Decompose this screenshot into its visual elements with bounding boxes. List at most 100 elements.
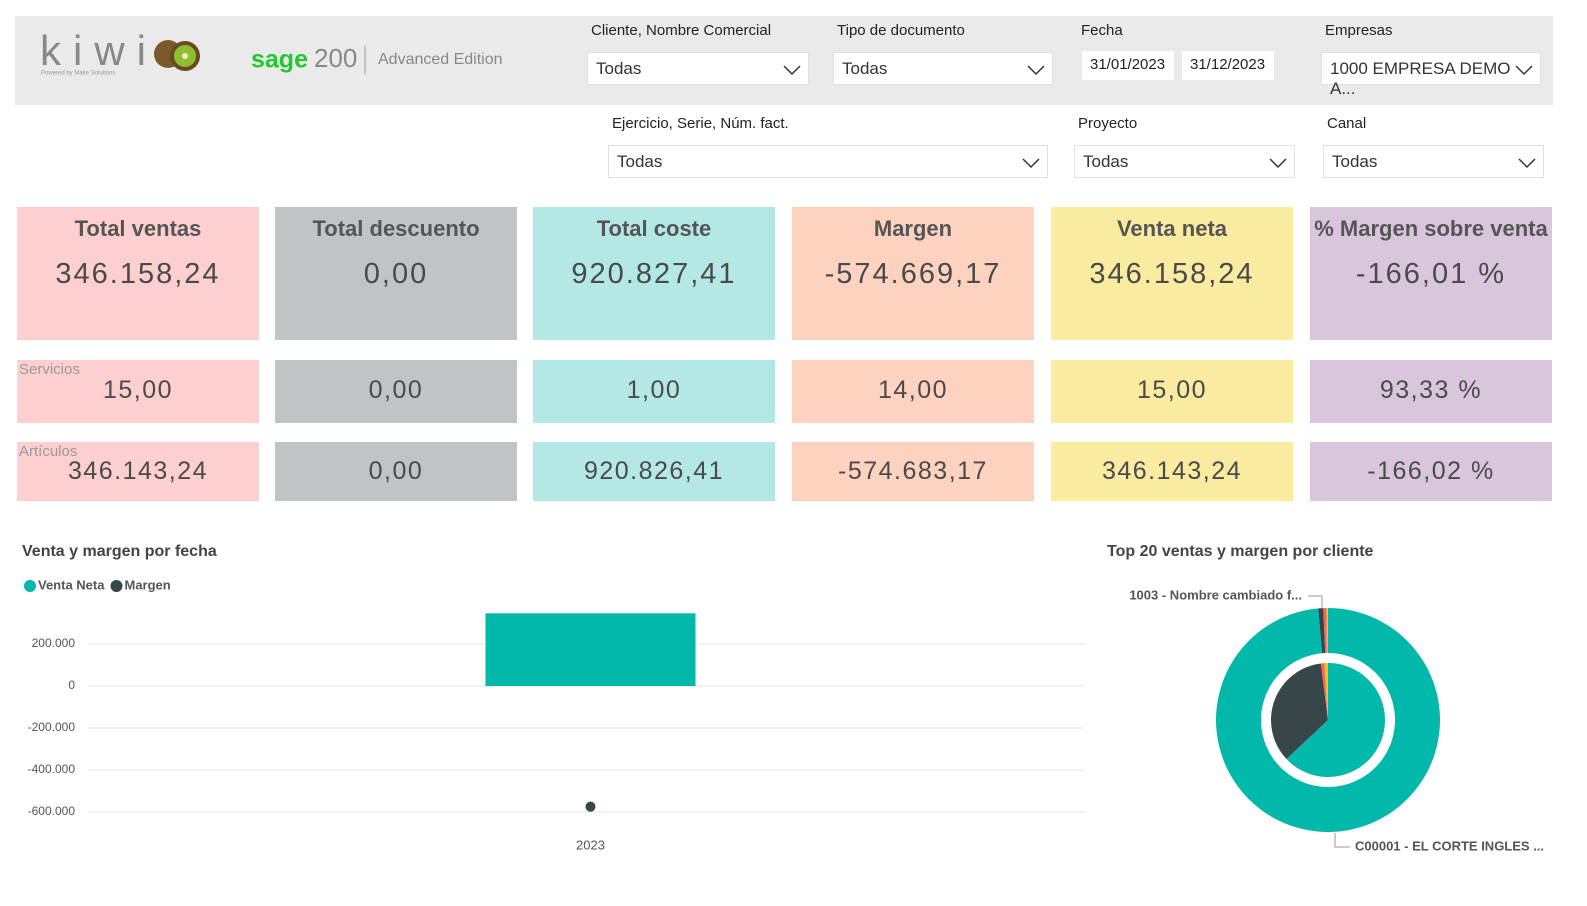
kpi-row-value: 346.143,24 [1101, 457, 1243, 485]
tagline: Powered by Make Solutions [41, 71, 115, 77]
line-point [585, 801, 596, 812]
chevron [1515, 65, 1533, 76]
kpi-card [792, 207, 1034, 340]
filter-label: Proyecto [1078, 115, 1138, 132]
kpi-title: Total coste [596, 216, 712, 241]
slice-label: C00001 - EL CORTE INGLES ... [1355, 838, 1544, 853]
filter-label: Tipo de documento [837, 22, 965, 39]
row-label: Artículos [19, 443, 78, 460]
kpi-row-value: 0,00 [368, 376, 424, 404]
kpi-card [1051, 207, 1293, 340]
kpi-value: 346.158,24 [1089, 258, 1255, 290]
kpi-row-card [792, 442, 1034, 501]
bar [485, 613, 696, 686]
x-tick-label: 2023 [576, 837, 605, 852]
dropdown[interactable]: Todas [1323, 145, 1544, 178]
kpi-card [533, 207, 775, 340]
donut-slice [1324, 663, 1328, 720]
filter-label: Cliente, Nombre Comercial [591, 22, 772, 39]
leader-line [1334, 833, 1350, 848]
kpi-value: 0,00 [363, 258, 429, 290]
donut-slice [1318, 608, 1326, 654]
logo: kiwi [40, 27, 158, 74]
kpi-card [275, 207, 517, 340]
kpi-row-value: 1,00 [626, 376, 682, 404]
kpi-row-value: 93,33 % [1379, 376, 1483, 404]
chart-title: Top 20 ventas y margen por cliente [1107, 543, 1374, 560]
donut-slice [1271, 663, 1328, 760]
y-tick-label: -200.000 [28, 720, 76, 734]
donut-slice [1216, 608, 1441, 832]
dropdown[interactable]: Todas [587, 52, 809, 85]
y-tick-label: -600.000 [28, 804, 76, 818]
kpi-title: Margen [873, 216, 953, 241]
dropdown[interactable]: Todas [608, 145, 1048, 178]
chevron [1269, 158, 1287, 169]
chevron [1022, 158, 1040, 169]
filter-label: Fecha [1081, 22, 1123, 39]
dropdown[interactable]: Todas [1074, 145, 1295, 178]
kpi-row-card [17, 360, 259, 423]
kpi-row-value: 15,00 [102, 376, 174, 404]
dropdown[interactable]: Todas [833, 52, 1053, 85]
kpi-value: -166,01 % [1355, 258, 1507, 290]
dropdown[interactable]: 1000 EMPRESA DEMO A... [1321, 52, 1541, 98]
legend-label: Margen [124, 577, 170, 592]
chevron [1518, 158, 1536, 169]
kpi-row-card [17, 442, 259, 501]
filter-label: Ejercicio, Serie, Núm. fact. [612, 115, 789, 132]
kpi-title: % Margen sobre venta [1314, 216, 1548, 241]
kpi-value: -574.669,17 [824, 258, 1002, 290]
charts: Venta y margen por fecha Venta Neta Margen… [22, 543, 1544, 853]
kpi-value: 920.827,41 [571, 258, 737, 290]
logo-area: kiwi Powered by Make Solutions sage 200 … [40, 27, 503, 77]
slice-label: 1003 - Nombre cambiado f... [1129, 587, 1302, 602]
kpi-row-value: 920.826,41 [583, 457, 725, 485]
kpi-title: Total descuento [312, 216, 480, 241]
kpi-row-value: -574.683,17 [838, 457, 988, 485]
date-input[interactable]: 31/12/2023 [1182, 51, 1274, 80]
brand: sage [251, 46, 308, 74]
kpi-row-card [533, 442, 775, 501]
kpi-row-card [1310, 442, 1552, 501]
legend-label: Venta Neta [38, 577, 105, 592]
kpi-row-card [275, 360, 517, 423]
y-tick-label: 200.000 [32, 636, 76, 650]
kpi-row-value: 14,00 [877, 376, 949, 404]
donut-slice [1320, 663, 1328, 720]
kpi-value: 346.158,24 [55, 258, 221, 290]
legend-swatch [24, 580, 36, 592]
kpi-row-card [1051, 360, 1293, 423]
kpi-row-value: 15,00 [1136, 376, 1208, 404]
kpi-row-value: 0,00 [368, 457, 424, 485]
kpi-row-value: -166,02 % [1367, 457, 1495, 485]
kpi-card [17, 207, 259, 340]
version: 200 [314, 43, 357, 73]
kpi-row-card [792, 360, 1034, 423]
chart-title: Venta y margen por fecha [22, 543, 217, 560]
donut-slice [1286, 663, 1386, 777]
filter-label: Empresas [1325, 22, 1393, 39]
donut-slice [1326, 608, 1328, 654]
chevron [783, 65, 801, 76]
kpi-row-value: 346.143,24 [67, 457, 209, 485]
donut-slice [1323, 608, 1328, 654]
edition: Advanced Edition [378, 51, 503, 68]
y-tick-label: 0 [68, 678, 75, 692]
kpi-row-card [275, 442, 517, 501]
row-label: Servicios [19, 361, 80, 378]
kpi-row-card [1310, 360, 1552, 423]
legend-swatch [110, 580, 123, 592]
y-tick-label: -400.000 [28, 762, 76, 776]
kpi-row-card [1051, 442, 1293, 501]
chevron [1027, 65, 1045, 76]
kiwi-icon [182, 53, 188, 59]
kpi-title: Venta neta [1116, 216, 1228, 241]
filter-label: Canal [1327, 115, 1367, 132]
date-input[interactable]: 31/01/2023 [1082, 51, 1174, 80]
kpi-title: Total ventas [74, 216, 202, 241]
leader-line [1308, 595, 1323, 608]
kpi-row-card [533, 360, 775, 423]
kpi-card [1310, 207, 1552, 340]
